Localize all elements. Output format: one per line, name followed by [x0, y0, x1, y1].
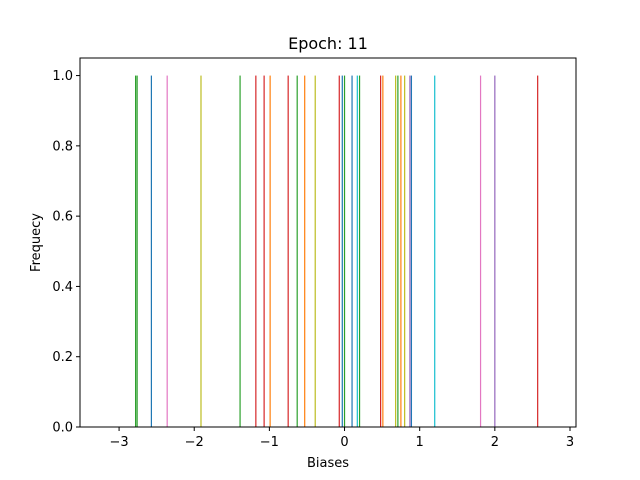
- y-axis-label: Frequecy: [29, 213, 44, 272]
- histogram-bar: [410, 75, 413, 427]
- x-tick-label: 0: [340, 435, 348, 450]
- plot-frame: [79, 57, 577, 428]
- histogram-bar: [314, 75, 316, 427]
- x-tick-label: 1: [416, 435, 424, 450]
- y-tick-label: 0.2: [52, 350, 73, 365]
- histogram-bar: [537, 75, 539, 427]
- x-tick-label: 3: [566, 435, 574, 450]
- y-tick-label: 0.4: [52, 280, 73, 295]
- y-axis-ticks: 0.0 0.2 0.4 0.6 0.8 1.0: [52, 69, 80, 436]
- histogram-bar: [287, 75, 289, 427]
- y-tick-label: 0.6: [52, 210, 73, 225]
- histogram-bar: [382, 75, 384, 427]
- histogram-bar: [166, 75, 168, 427]
- histogram-bar: [296, 75, 298, 427]
- chart-title: Epoch: 11: [288, 34, 368, 53]
- histogram-bar: [397, 75, 399, 427]
- histogram-bar: [239, 75, 241, 427]
- histogram-bar: [150, 75, 152, 427]
- histogram-bar: [200, 75, 202, 427]
- bars-layer: [135, 75, 539, 427]
- y-tick-label: 1.0: [52, 69, 73, 84]
- histogram-bar: [255, 75, 257, 427]
- histogram-bar: [434, 75, 436, 427]
- x-tick-label: −2: [185, 435, 204, 450]
- y-tick-label: 0.8: [52, 139, 73, 154]
- histogram-bar: [136, 75, 138, 427]
- histogram-bar: [263, 75, 265, 427]
- x-axis-label: Biases: [307, 456, 349, 471]
- histogram-bar: [404, 75, 406, 427]
- histogram-bar: [400, 75, 402, 427]
- histogram-bar: [356, 75, 358, 427]
- histogram-bar: [358, 75, 361, 427]
- histogram-bar: [269, 75, 271, 427]
- histogram-bar: [343, 75, 346, 427]
- histogram-bar: [351, 75, 353, 427]
- y-tick-label: 0.0: [52, 421, 73, 436]
- histogram-bar: [135, 75, 137, 427]
- histogram-bar: [395, 75, 397, 427]
- histogram-bar: [409, 75, 411, 427]
- histogram-bar: [304, 75, 306, 427]
- x-axis-ticks: −3 −2 −1 0 1 2 3: [109, 427, 574, 450]
- x-tick-label: 2: [491, 435, 499, 450]
- histogram-bar: [380, 75, 382, 427]
- x-tick-label: −3: [109, 435, 128, 450]
- histogram-bar: [338, 75, 340, 427]
- x-tick-label: −1: [260, 435, 279, 450]
- histogram-bar: [479, 75, 482, 427]
- histogram-bar: [341, 75, 343, 427]
- histogram-bar: [494, 75, 496, 427]
